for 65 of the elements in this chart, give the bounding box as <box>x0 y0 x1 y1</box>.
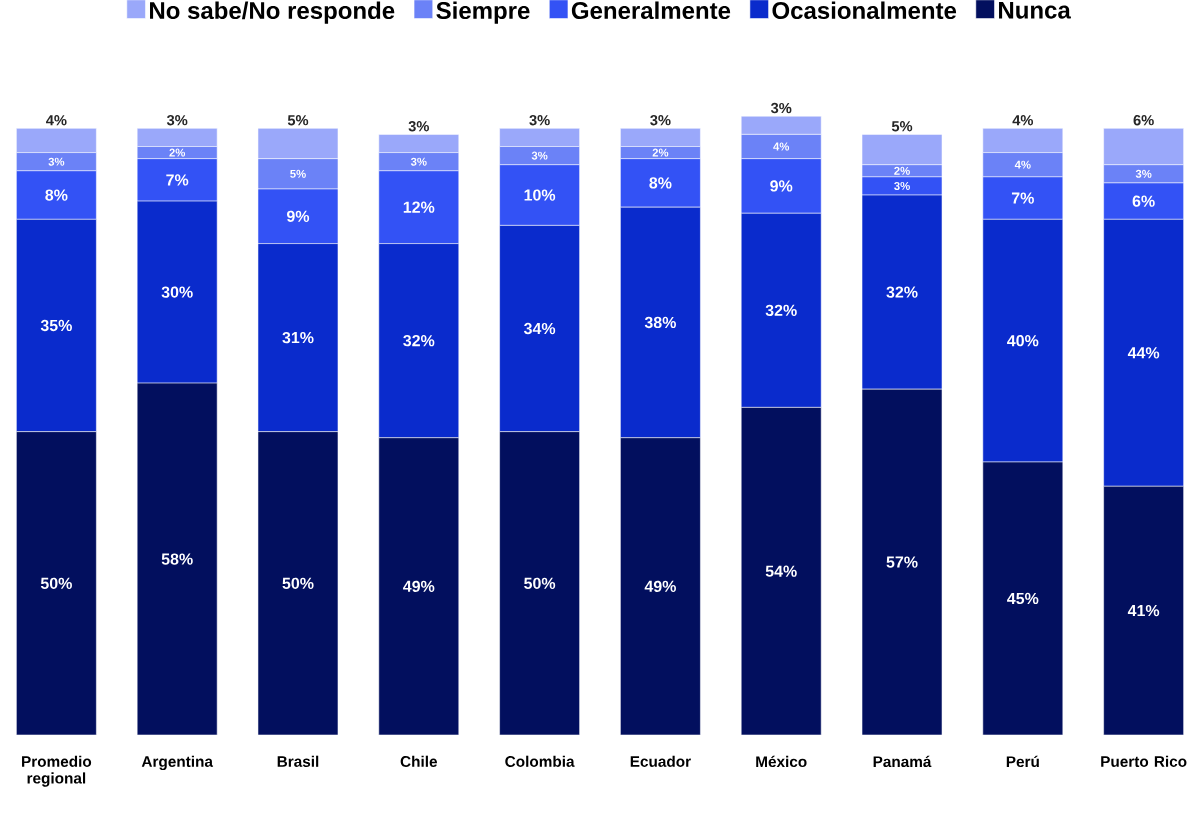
data-label: 3% <box>48 157 65 166</box>
legend-label: Nunca <box>999 1 1071 19</box>
data-label: 7% <box>166 174 189 186</box>
data-label: 3% <box>408 121 429 132</box>
x-tick-label: Brasil <box>277 755 319 767</box>
data-label: 41% <box>1127 605 1160 617</box>
data-label: 44% <box>1127 347 1160 359</box>
x-tick-label: México <box>756 755 807 768</box>
legend-label: No sabe/No responde <box>150 1 395 24</box>
data-label: 2% <box>169 148 186 157</box>
data-label: 54% <box>765 565 797 577</box>
data-label: 12% <box>403 201 435 213</box>
legend-label: Siempre <box>436 1 530 24</box>
data-label: 38% <box>644 316 676 329</box>
data-label: 8% <box>649 177 672 189</box>
data-label: 9% <box>286 210 310 222</box>
data-label: 50% <box>282 577 314 589</box>
data-label: 3% <box>650 115 671 126</box>
legend-label: Ocasionalmente <box>772 1 957 20</box>
data-label: 3% <box>529 115 550 126</box>
data-label: 30% <box>161 286 193 298</box>
data-label: 9% <box>770 180 793 192</box>
data-label: 31% <box>282 331 314 344</box>
data-label: 4% <box>773 142 790 151</box>
data-label: 45% <box>1007 592 1039 605</box>
data-label: 50% <box>524 577 556 589</box>
data-label: 3% <box>531 151 548 160</box>
data-label: 32% <box>403 334 435 347</box>
data-label: 34% <box>523 322 556 335</box>
data-label: 3% <box>770 102 792 114</box>
data-label: 2% <box>894 166 910 175</box>
x-tick-label: Perú <box>1006 755 1039 768</box>
data-label: 58% <box>161 553 193 565</box>
data-label: 3% <box>894 181 910 190</box>
data-label: 49% <box>644 580 676 593</box>
x-tick-label: Chile <box>400 755 438 767</box>
data-label: 5% <box>287 115 309 126</box>
data-label: 32% <box>886 286 918 298</box>
data-label: 4% <box>46 115 67 126</box>
x-tick-label: Argentina <box>141 755 214 771</box>
x-tick-label: Ecuador <box>630 755 691 767</box>
x-tick-label: Panamá <box>873 755 932 768</box>
data-label: 5% <box>290 169 306 178</box>
data-label: 49% <box>403 580 435 593</box>
data-label: 3% <box>410 157 427 166</box>
data-label: 5% <box>891 121 913 132</box>
data-label: 50% <box>40 577 72 589</box>
data-label: 10% <box>524 189 556 201</box>
data-label: 32% <box>765 304 797 317</box>
data-label: 6% <box>1132 195 1155 207</box>
data-label: 40% <box>1007 335 1039 347</box>
data-label: 57% <box>886 556 918 568</box>
x-tick-label: Colombia <box>505 755 575 767</box>
x-tick-label: Puerto Rico <box>1101 755 1187 767</box>
data-label: 35% <box>40 319 72 332</box>
x-tick-label: Promedio regional <box>22 755 92 787</box>
data-label: 3% <box>166 115 188 126</box>
data-label: 6% <box>1133 115 1154 126</box>
data-label: 2% <box>652 148 669 157</box>
data-label: 3% <box>1135 169 1152 178</box>
data-label: 4% <box>1014 160 1031 169</box>
data-label: 7% <box>1011 192 1034 204</box>
data-label: 8% <box>45 189 68 201</box>
data-label: 4% <box>1012 115 1034 126</box>
legend-label: Generalmente <box>571 1 731 20</box>
